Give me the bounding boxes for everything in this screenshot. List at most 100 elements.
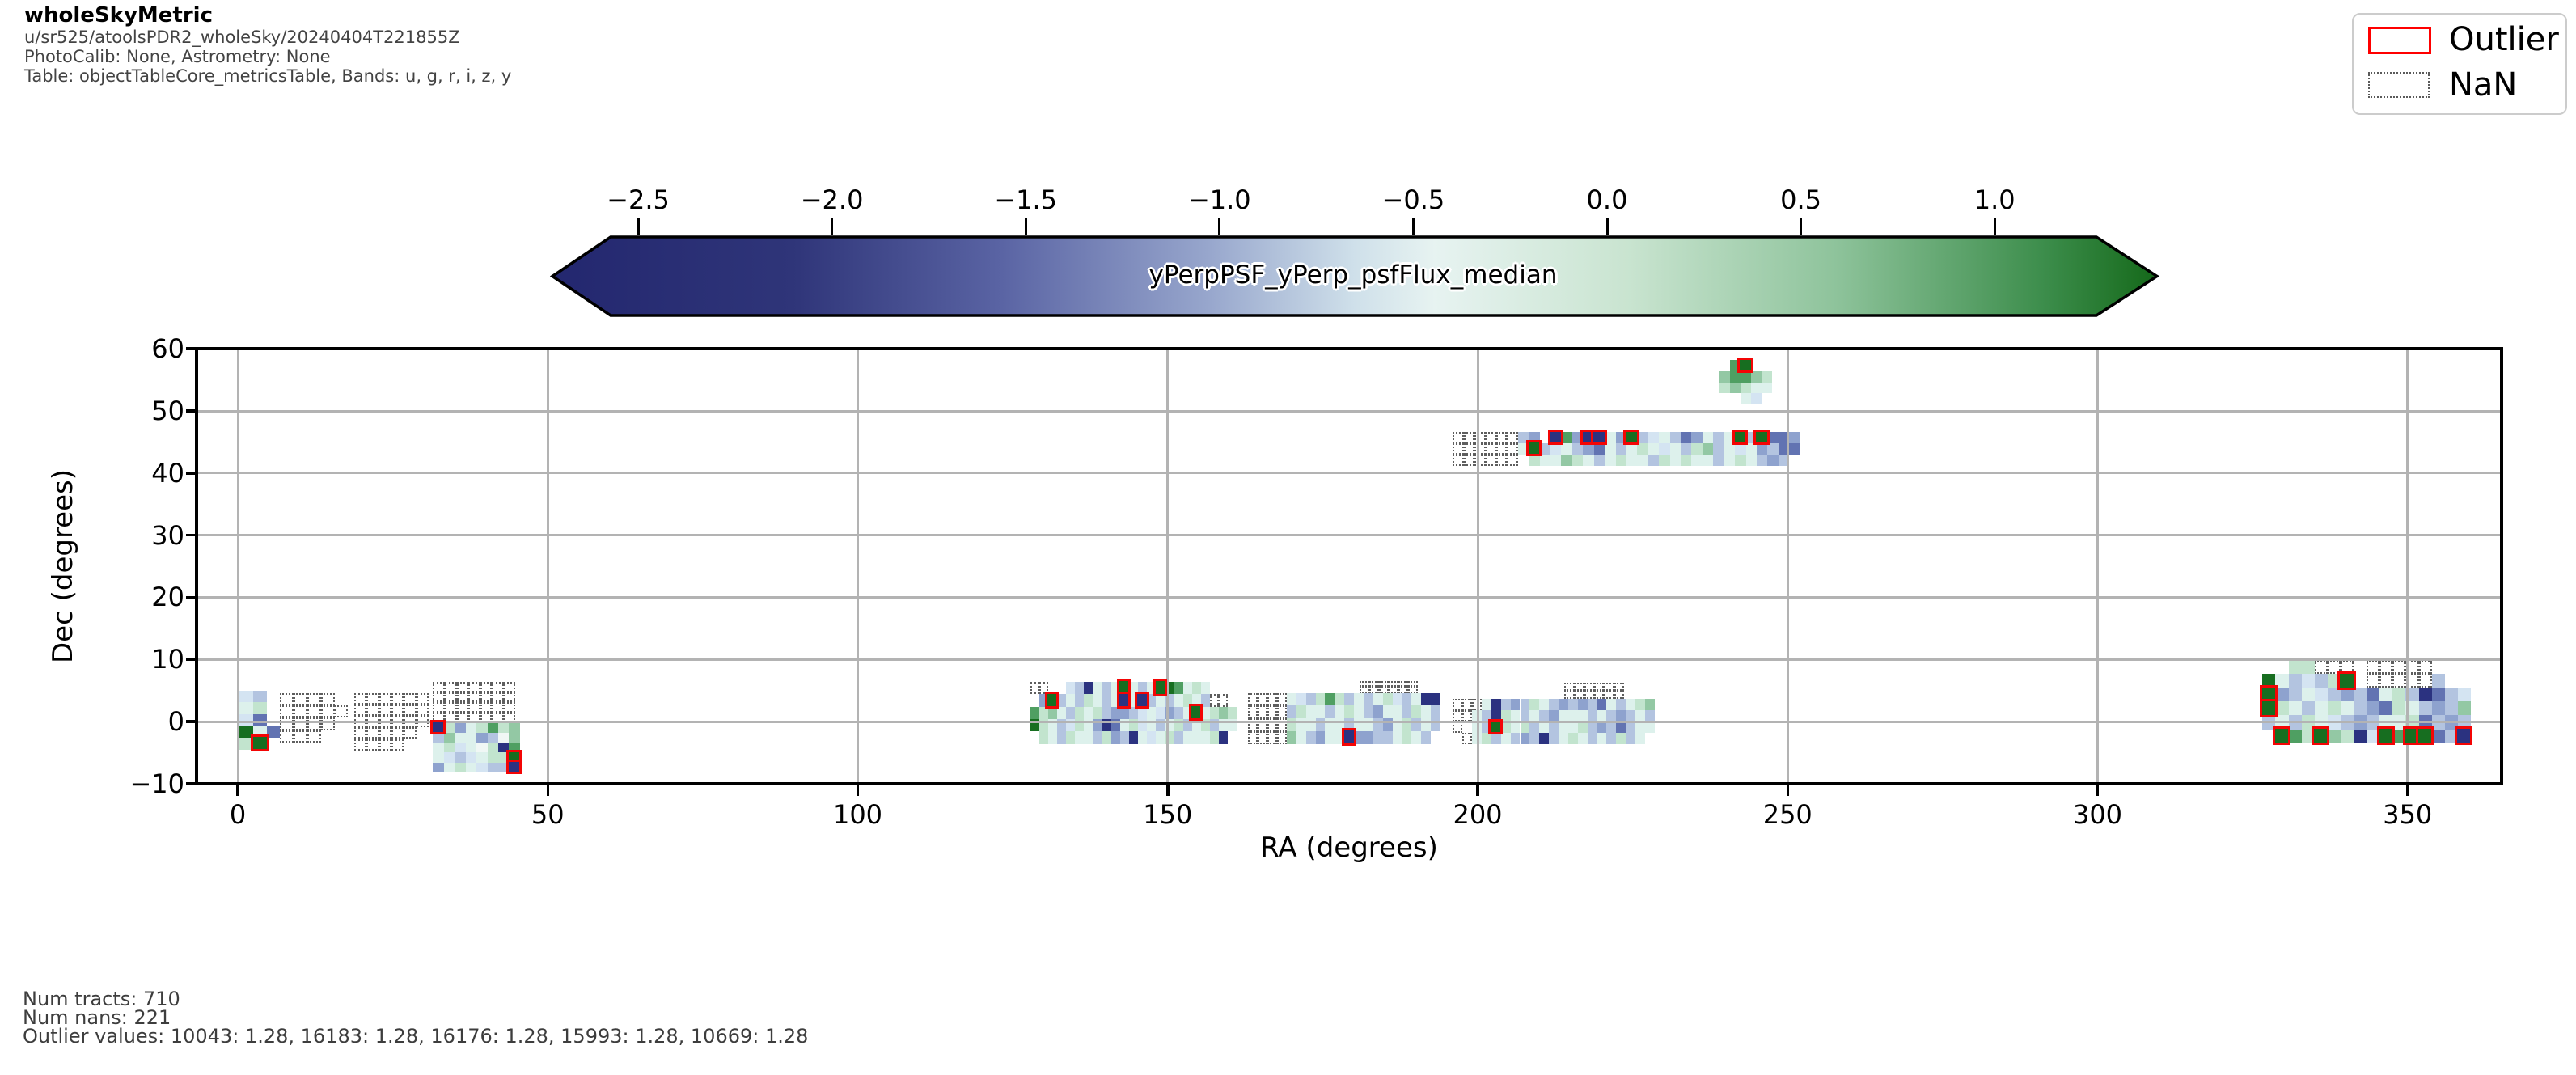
x-tick: [2406, 784, 2409, 796]
nan-cell: [1258, 705, 1268, 719]
tract-cell: [1587, 710, 1597, 722]
tract-cell: [1147, 681, 1157, 695]
tract-cell: [1296, 718, 1306, 731]
tract-cell: [1182, 681, 1192, 695]
tract-cell: [1156, 731, 1165, 744]
tract-cell: [2301, 674, 2315, 688]
tract-cell: [1593, 454, 1605, 466]
tract-cell: [1354, 705, 1364, 719]
nan-cell: [391, 692, 404, 705]
tract-cell: [1724, 454, 1736, 466]
tract-cell: [1335, 730, 1345, 744]
nan-cell: [1614, 682, 1624, 691]
tract-cell: [1066, 718, 1076, 732]
outlier-cell: [1547, 429, 1563, 446]
tract-cell: [1075, 681, 1085, 695]
outlier-cell: [1623, 429, 1639, 446]
tract-cell: [1182, 706, 1192, 719]
tract-cell: [2314, 674, 2328, 688]
tract-cell: [1305, 692, 1316, 706]
tract-cell: [1363, 718, 1373, 731]
tract-cell: [2327, 674, 2341, 688]
y-tick-label: 30: [151, 519, 184, 551]
tract-cell: [1182, 694, 1192, 707]
tract-cell: [1344, 705, 1355, 719]
nan-cell: [366, 739, 379, 751]
nan-cell: [2367, 674, 2380, 688]
tract-cell: [455, 732, 466, 743]
x-grid-line: [1476, 349, 1479, 784]
tract-cell: [2262, 674, 2276, 688]
tract-cell: [1182, 718, 1192, 732]
outlier-cell: [2272, 726, 2291, 746]
tract-cell: [2444, 729, 2458, 743]
colorbar-tick-label: −2.5: [607, 184, 670, 215]
tract-cell: [1597, 699, 1607, 711]
y-tick-label: 50: [151, 396, 184, 426]
tract-cell: [465, 732, 477, 743]
colorbar-tick: [1993, 218, 1996, 235]
tract-cell: [1174, 681, 1183, 695]
nan-cell: [492, 681, 504, 692]
outlier-cell: [2337, 671, 2356, 690]
tract-cell: [1740, 382, 1751, 394]
nan-cell: [1453, 432, 1464, 443]
tract-cell: [1382, 730, 1393, 744]
nan-cell: [416, 704, 429, 717]
tract-cell: [1209, 718, 1219, 732]
tract-cell: [1587, 699, 1597, 711]
nan-cell: [2379, 674, 2393, 688]
tract-cell: [1729, 370, 1741, 383]
nan-cell: [1604, 690, 1614, 700]
tract-cell: [1075, 694, 1085, 707]
nan-cell: [404, 727, 417, 739]
tract-cell: [1128, 681, 1138, 695]
tract-cell: [1713, 454, 1724, 466]
tract-cell: [1510, 710, 1521, 722]
tract-cell: [2457, 688, 2471, 702]
nan-cell: [2392, 659, 2406, 675]
nan-cell: [1277, 692, 1287, 706]
tract-cell: [253, 726, 268, 738]
nan-cell: [1258, 692, 1268, 706]
nan-cell: [456, 702, 469, 713]
tract-cell: [1421, 692, 1432, 706]
nan-cell: [480, 702, 493, 713]
tract-cell: [1084, 718, 1093, 732]
nan-cell: [1258, 718, 1268, 731]
nan-cell: [391, 727, 404, 739]
tract-cell: [1616, 699, 1626, 711]
tract-cell: [1481, 710, 1491, 722]
tract-cell: [1084, 731, 1093, 744]
tract-cell: [2340, 688, 2354, 702]
outlier-cell: [1525, 440, 1542, 457]
colorbar-tick: [1800, 218, 1803, 235]
tract-cell: [1218, 731, 1229, 744]
nan-cell: [1360, 681, 1370, 688]
colorbar-tick-label: 0.0: [1586, 184, 1628, 215]
tract-cell: [1669, 432, 1681, 443]
tract-cell: [1056, 718, 1067, 732]
nan-cell: [1209, 694, 1219, 707]
tract-cell: [1713, 432, 1724, 443]
nan-cell: [1604, 682, 1614, 691]
tract-cell: [443, 743, 455, 753]
tract-cell: [2405, 701, 2419, 716]
tract-cell: [1056, 694, 1067, 707]
tract-cell: [1745, 442, 1757, 455]
tract-cell: [487, 732, 498, 743]
tract-cell: [1218, 718, 1229, 732]
nan-cell: [433, 681, 445, 692]
tract-cell: [1577, 699, 1588, 711]
tract-cell: [1681, 454, 1692, 466]
tract-cell: [1500, 699, 1511, 711]
nan-cell: [293, 730, 307, 743]
outlier-cell: [1732, 429, 1748, 446]
tract-cell: [1286, 692, 1296, 706]
tract-cell: [1228, 718, 1237, 732]
tract-cell: [1421, 718, 1432, 731]
tract-cell: [1056, 706, 1067, 719]
tract-cell: [1539, 699, 1550, 711]
tract-cell: [1066, 731, 1076, 744]
tract-cell: [1191, 731, 1201, 744]
